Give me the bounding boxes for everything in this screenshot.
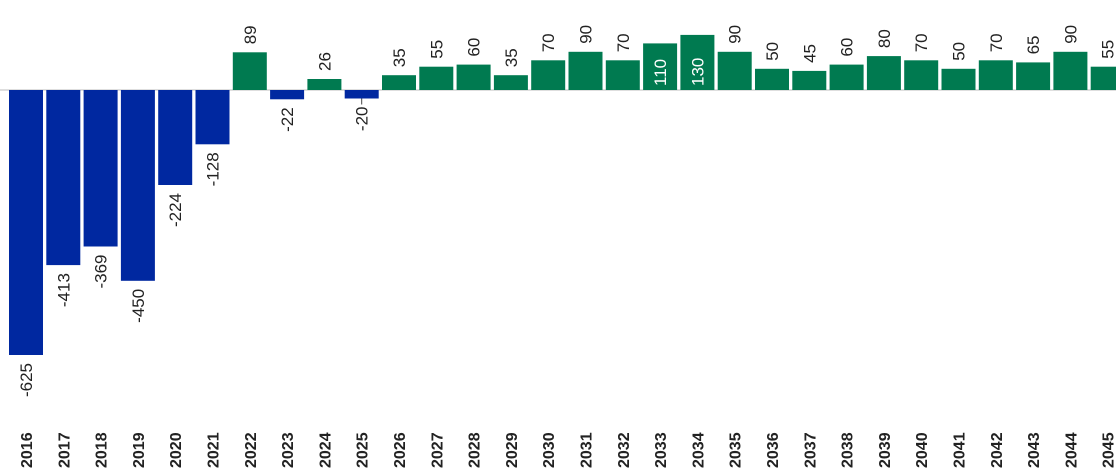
bar-2023 xyxy=(270,90,305,100)
bar-2045 xyxy=(1090,66,1116,90)
x-tick-2040: 2040 xyxy=(914,432,931,468)
x-tick-2017: 2017 xyxy=(56,432,73,468)
value-label-2045: 55 xyxy=(1099,40,1116,59)
x-tick-2018: 2018 xyxy=(94,432,111,468)
bar-2033 xyxy=(643,43,678,90)
bar-2027 xyxy=(419,66,454,90)
x-tick-2024: 2024 xyxy=(317,432,334,468)
bar-2038 xyxy=(829,64,864,90)
value-label-2037: 45 xyxy=(800,44,819,63)
bar-2032 xyxy=(605,60,640,90)
x-tick-2019: 2019 xyxy=(131,432,148,468)
value-label-2026: 35 xyxy=(390,48,409,67)
value-label-2040: 70 xyxy=(912,33,931,52)
value-label-2030: 70 xyxy=(539,33,558,52)
value-label-2025: -20 xyxy=(353,107,372,132)
value-label-2033: 110 xyxy=(651,59,670,86)
value-label-2023: -22 xyxy=(278,107,297,132)
value-labels-group: -625 -413 -369 -450 -224 -128 89 -22 26 -20 35 55 60… xyxy=(17,25,1116,397)
bar-2030 xyxy=(531,60,566,90)
bar-2025 xyxy=(344,90,379,99)
value-label-2029: 35 xyxy=(502,48,521,67)
x-tick-2032: 2032 xyxy=(616,432,633,468)
value-label-2032: 70 xyxy=(614,33,633,52)
value-label-2035: 90 xyxy=(726,25,745,44)
bar-2034 xyxy=(680,34,715,90)
value-label-2018: -369 xyxy=(92,255,111,289)
bar-2037 xyxy=(792,70,827,90)
x-tick-2043: 2043 xyxy=(1026,432,1043,468)
x-tick-2027: 2027 xyxy=(429,432,446,468)
value-label-2036: 50 xyxy=(763,42,782,61)
bar-2019 xyxy=(120,90,155,281)
value-label-2044: 90 xyxy=(1061,25,1080,44)
bar-2022 xyxy=(232,52,267,90)
bar-2036 xyxy=(755,68,789,90)
value-label-2021: -128 xyxy=(204,152,223,186)
bar-2031 xyxy=(568,51,603,90)
bar-2039 xyxy=(866,56,901,90)
bar-2016 xyxy=(9,90,43,355)
x-tick-2029: 2029 xyxy=(504,432,521,468)
bar-2040 xyxy=(904,60,939,90)
x-tick-2023: 2023 xyxy=(280,432,297,468)
bar-2042 xyxy=(978,60,1013,90)
value-label-2034: 130 xyxy=(688,58,707,86)
bar-2044 xyxy=(1053,51,1088,90)
bars-group xyxy=(9,34,1116,355)
x-tick-2039: 2039 xyxy=(877,432,894,468)
value-label-2042: 70 xyxy=(987,33,1006,52)
bar-2024 xyxy=(307,79,342,90)
value-label-2038: 60 xyxy=(838,38,857,57)
x-tick-2041: 2041 xyxy=(952,432,969,468)
bar-2043 xyxy=(1016,62,1051,90)
x-tick-2036: 2036 xyxy=(765,432,782,468)
value-label-2022: 89 xyxy=(241,25,260,44)
x-tick-2020: 2020 xyxy=(168,432,185,468)
bar-2018 xyxy=(83,90,118,247)
value-label-2020: -224 xyxy=(166,193,185,227)
value-label-2039: 80 xyxy=(875,29,894,48)
bar-2021 xyxy=(195,90,230,145)
value-label-2016: -625 xyxy=(17,363,36,397)
x-tick-2025: 2025 xyxy=(355,432,372,468)
x-tick-2035: 2035 xyxy=(728,432,745,468)
x-tick-2045: 2045 xyxy=(1101,432,1116,468)
bar-2017 xyxy=(46,90,81,266)
value-label-2017: -413 xyxy=(54,273,73,307)
value-label-2043: 65 xyxy=(1024,35,1043,54)
x-tick-2033: 2033 xyxy=(653,432,670,468)
value-label-2031: 90 xyxy=(577,25,596,44)
x-tick-2021: 2021 xyxy=(206,432,223,468)
bar-2028 xyxy=(456,64,491,90)
value-label-2019: -450 xyxy=(129,289,148,323)
value-label-2028: 60 xyxy=(465,38,484,57)
x-tick-2034: 2034 xyxy=(690,432,707,468)
value-label-2024: 26 xyxy=(315,52,334,71)
x-tick-2044: 2044 xyxy=(1063,432,1080,468)
value-label-2027: 55 xyxy=(427,40,446,59)
x-tick-2030: 2030 xyxy=(541,432,558,468)
bar-2035 xyxy=(717,51,752,90)
x-tick-2038: 2038 xyxy=(840,432,857,468)
x-tick-2016: 2016 xyxy=(19,432,36,468)
value-label-2041: 50 xyxy=(950,42,969,61)
x-tick-2026: 2026 xyxy=(392,432,409,468)
x-tick-2028: 2028 xyxy=(467,432,484,468)
x-tick-labels-group: 2016 2017 2018 2019 2020 2021 2022 2023 2024 2025… xyxy=(19,432,1116,468)
bar-2041 xyxy=(941,68,976,90)
x-tick-2031: 2031 xyxy=(579,432,596,468)
bar-2029 xyxy=(493,75,528,90)
x-tick-2037: 2037 xyxy=(802,432,819,468)
x-tick-2042: 2042 xyxy=(989,432,1006,468)
x-tick-2022: 2022 xyxy=(243,432,260,468)
bar-2026 xyxy=(382,75,416,90)
bar-2020 xyxy=(158,90,193,185)
